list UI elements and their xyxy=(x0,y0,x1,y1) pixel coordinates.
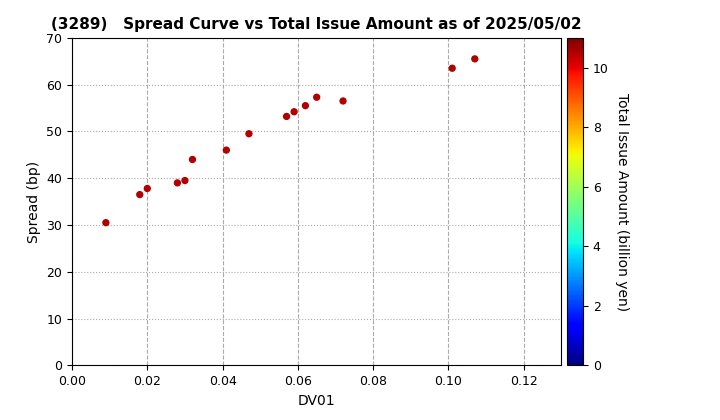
Point xyxy=(337,97,348,104)
Point xyxy=(243,130,255,137)
Point xyxy=(469,55,480,62)
Point xyxy=(100,219,112,226)
Point xyxy=(220,147,232,153)
Y-axis label: Total Issue Amount (billion yen): Total Issue Amount (billion yen) xyxy=(616,92,629,311)
Point xyxy=(446,65,458,71)
Point xyxy=(179,177,191,184)
Point xyxy=(142,185,153,192)
Title: (3289)   Spread Curve vs Total Issue Amount as of 2025/05/02: (3289) Spread Curve vs Total Issue Amoun… xyxy=(51,18,582,32)
Point xyxy=(171,179,183,186)
X-axis label: DV01: DV01 xyxy=(298,394,336,408)
Point xyxy=(311,94,323,101)
Point xyxy=(300,102,311,109)
Y-axis label: Spread (bp): Spread (bp) xyxy=(27,160,41,243)
Point xyxy=(281,113,292,120)
Point xyxy=(134,191,145,198)
Point xyxy=(186,156,198,163)
Point xyxy=(288,108,300,115)
